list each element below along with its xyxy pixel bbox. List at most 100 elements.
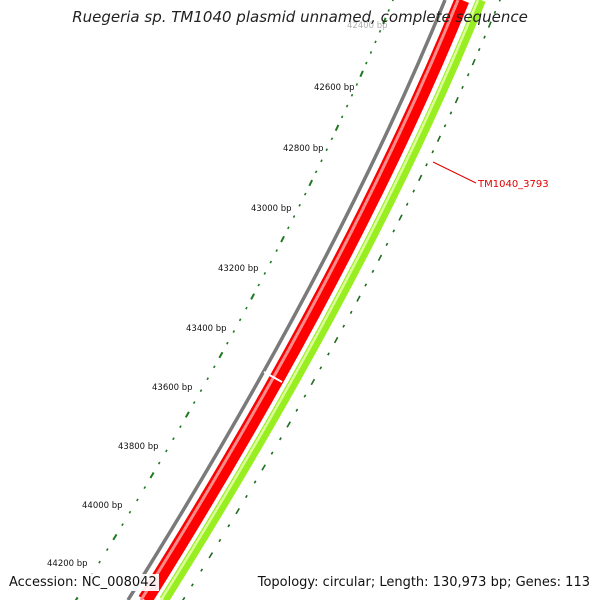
gc-tick xyxy=(443,124,447,128)
ruler-minor-tick xyxy=(121,523,124,527)
gc-tick xyxy=(471,58,476,66)
ruler-minor-tick xyxy=(245,306,248,310)
ruler-minor-tick xyxy=(325,148,328,152)
ruler-minor-tick xyxy=(298,203,301,207)
gc-tick xyxy=(303,394,307,398)
gc-tick xyxy=(208,552,214,559)
gc-tick xyxy=(466,73,470,77)
ruler-minor-tick xyxy=(263,272,267,275)
map-title: Ruegeria sp. TM1040 plasmid unnamed, com… xyxy=(72,8,528,26)
gc-tick xyxy=(385,242,389,246)
ruler-major-tick xyxy=(184,411,190,418)
ruler-minor-tick xyxy=(165,449,168,453)
backbone-track xyxy=(126,0,447,600)
ruler-minor-tick xyxy=(320,159,323,163)
gc-tick xyxy=(418,174,423,182)
gc-tick xyxy=(449,111,453,115)
gc-tick xyxy=(493,10,497,14)
ruler-major-tick xyxy=(308,179,314,187)
ruler-major-tick xyxy=(280,235,285,243)
gene-callout[interactable]: TM1040_3793 xyxy=(432,161,549,190)
ruler-minor-tick xyxy=(303,192,307,196)
gc-tick xyxy=(431,150,435,154)
gc-tick xyxy=(227,524,231,528)
gc-tick xyxy=(253,480,257,484)
ruler-minor-tick xyxy=(105,548,109,552)
gc-tick xyxy=(261,464,266,471)
ruler-major-tick xyxy=(74,596,79,600)
ruler-minor-tick xyxy=(136,498,139,502)
gc-tick xyxy=(477,47,481,52)
gc-tick xyxy=(454,96,459,104)
gc-tick xyxy=(218,538,222,543)
gene-track xyxy=(138,0,469,600)
gc-tick xyxy=(286,421,291,428)
gc-tick xyxy=(327,352,330,356)
ruler-minor-tick xyxy=(275,249,278,253)
gc-content-highlight xyxy=(159,0,480,600)
gc-tick xyxy=(364,283,368,287)
ruler-major-tick xyxy=(334,124,340,132)
ruler-minor-tick xyxy=(238,318,242,322)
gc-tick xyxy=(425,163,428,167)
ruler-major-tick xyxy=(112,533,118,541)
ruler-label-43000: 43000 bp xyxy=(251,204,292,214)
ruler-label-43200: 43200 bp xyxy=(218,264,259,274)
ruler-minor-tick xyxy=(199,389,203,393)
ruler-major-tick xyxy=(250,293,256,300)
ruler-minor-tick xyxy=(369,51,373,54)
ruler-major-tick xyxy=(149,472,155,479)
gc-tick xyxy=(398,214,403,221)
ruler-label-43600: 43600 bp xyxy=(152,383,193,393)
ruler-minor-tick xyxy=(213,365,216,369)
topology-summary: Topology: circular; Length: 130,973 bp; … xyxy=(255,574,592,591)
gc-tick xyxy=(333,336,339,344)
gc-tick xyxy=(279,437,282,441)
ruler-minor-tick xyxy=(192,401,196,405)
ruler-ticks xyxy=(74,0,394,600)
ruler-minor-tick xyxy=(269,260,273,264)
ruler-minor-tick xyxy=(345,104,349,108)
ruler-label-44000: 44000 bp xyxy=(82,501,123,511)
ruler-minor-tick xyxy=(387,8,390,12)
gene-boundary xyxy=(263,371,283,383)
ruler-minor-tick xyxy=(314,170,318,174)
ruler-minor-tick xyxy=(330,137,334,141)
gc-tick xyxy=(377,254,383,262)
ruler-minor-tick xyxy=(391,0,394,2)
gc-tick xyxy=(295,408,299,412)
ruler-minor-tick xyxy=(226,341,229,345)
ruler-minor-tick xyxy=(232,330,236,333)
ruler-label-43800: 43800 bp xyxy=(118,442,159,452)
accession-text: Accession: NC_008042 xyxy=(7,574,159,591)
ruler-minor-tick xyxy=(157,461,161,465)
gene-label[interactable]: TM1040_3793 xyxy=(477,179,549,190)
ruler-minor-tick xyxy=(172,437,175,441)
ruler-minor-tick xyxy=(355,83,359,86)
ruler-minor-tick xyxy=(287,226,290,230)
gc-tick xyxy=(498,0,501,2)
gene-track-highlight xyxy=(139,0,460,600)
ruler-minor-tick xyxy=(340,115,344,119)
gc-tick xyxy=(487,21,492,28)
gc-tick xyxy=(405,202,409,206)
gene-callout-line xyxy=(432,161,477,184)
ruler-minor-tick xyxy=(374,40,377,44)
ruler-minor-tick xyxy=(257,283,261,287)
gc-tick xyxy=(392,229,396,233)
ruler-label-42800: 42800 bp xyxy=(283,144,324,154)
ruler-label-43400: 43400 bp xyxy=(186,324,227,334)
gc-tick xyxy=(356,295,361,302)
gc-tick xyxy=(200,568,204,572)
gc-tick xyxy=(412,189,416,193)
gc-tick xyxy=(245,494,248,499)
gc-tick xyxy=(190,583,194,587)
gc-tick xyxy=(349,310,353,315)
gc-tick xyxy=(319,366,323,370)
gc-ticks xyxy=(182,0,501,600)
gc-tick xyxy=(436,135,442,142)
ruler-major-tick xyxy=(218,351,224,359)
ruler-minor-tick xyxy=(365,61,368,65)
sequence-tracks xyxy=(126,0,486,600)
gc-content-track xyxy=(159,0,486,600)
